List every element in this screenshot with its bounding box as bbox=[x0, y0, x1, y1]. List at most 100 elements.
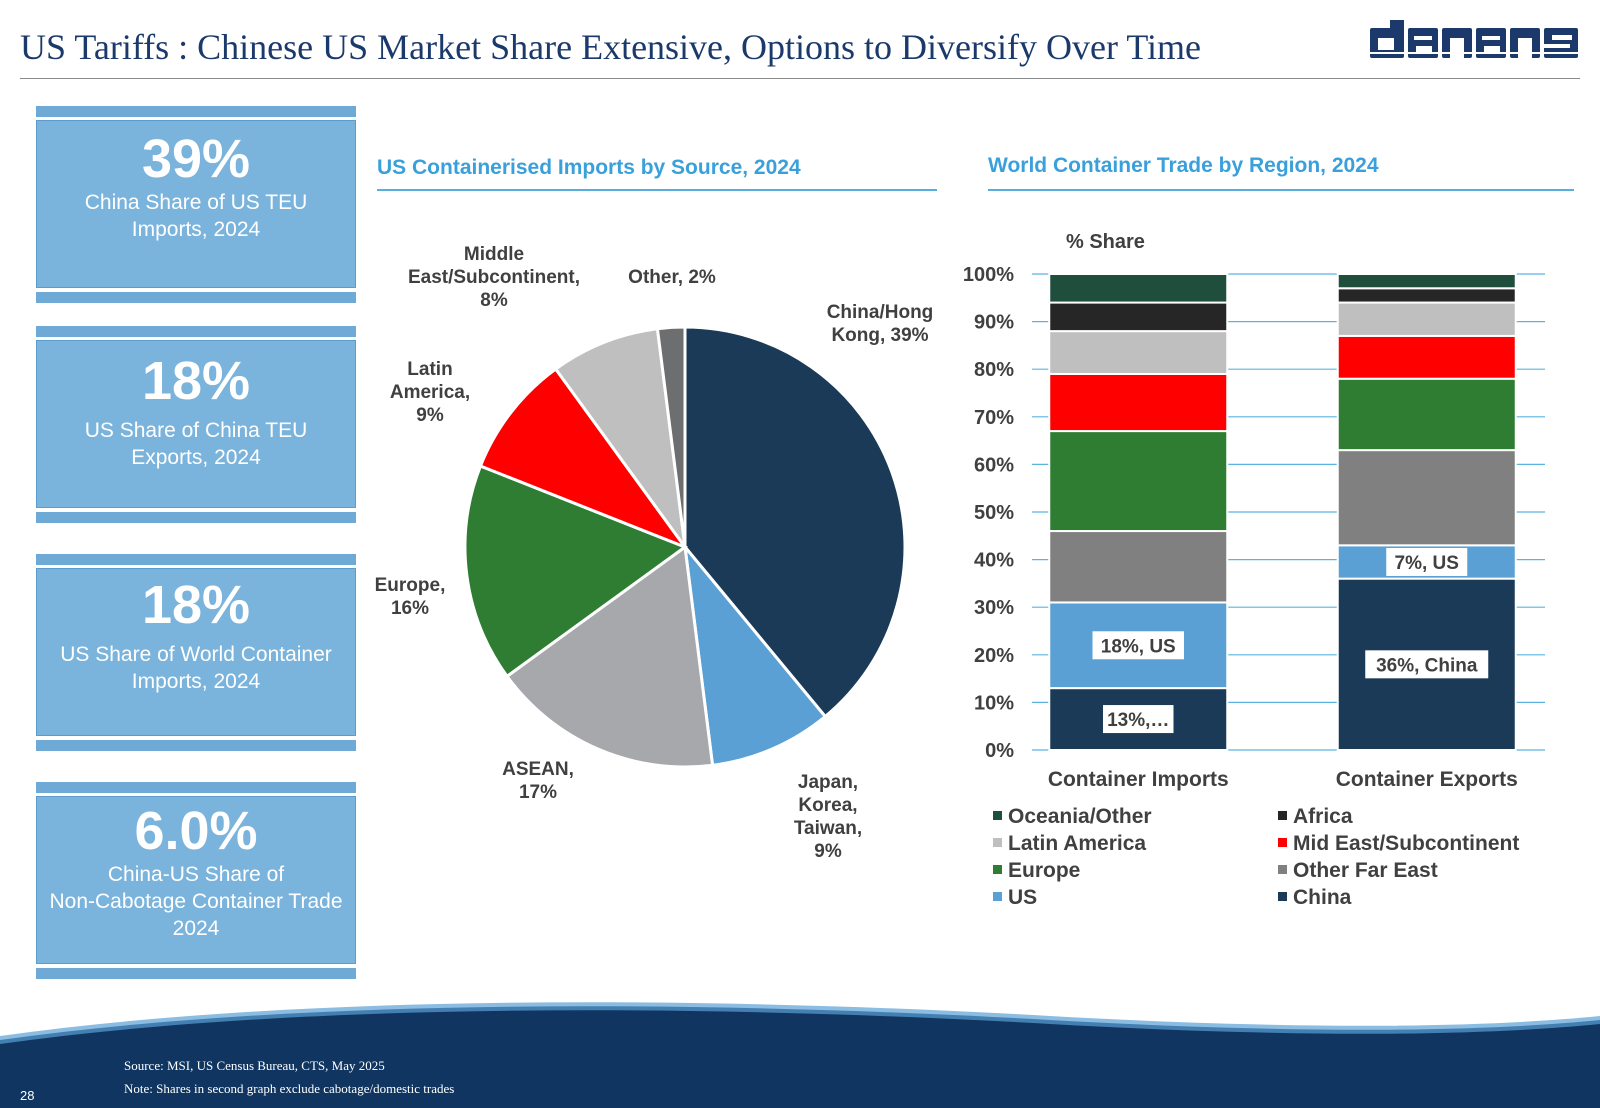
legend-swatch-china bbox=[1278, 892, 1287, 901]
legend-item-africa: Africa bbox=[1293, 805, 1353, 828]
pie-chart: China/Hong Kong, 39% Japan, Korea, Taiwan, 9%… bbox=[375, 244, 934, 862]
pie-slice-china-hong-kong bbox=[683, 325, 907, 719]
bar-chart-title: World Container Trade by Region, 2024 bbox=[988, 154, 1379, 177]
footer-wave bbox=[0, 1002, 1600, 1108]
kpi-label-line1: US Share of China TEU bbox=[84, 419, 308, 442]
footer-note: Note: Shares in second graph exclude cab… bbox=[124, 1081, 455, 1096]
bar-segment-other-far-east-container-imports bbox=[1048, 530, 1229, 604]
legend-swatch-other-far-east bbox=[1278, 865, 1287, 874]
pie-title-rule bbox=[377, 189, 937, 191]
legend-swatch-oceania-other bbox=[993, 811, 1002, 820]
bar-segment-europe-container-exports bbox=[1336, 377, 1517, 452]
pie-label-other: Other, 2% bbox=[628, 267, 716, 288]
y-tick-label: 70% bbox=[974, 407, 1014, 429]
data-label-us-container-imports: 18%, US bbox=[1101, 636, 1176, 657]
kpi-bottom-bar bbox=[36, 512, 356, 523]
kpi-label-line2: Imports, 2024 bbox=[131, 218, 261, 241]
pie-slice-japan-korea-taiwan bbox=[682, 542, 828, 767]
legend-item-latin-america: Latin America bbox=[1008, 832, 1146, 855]
bar-segment-europe-container-imports bbox=[1048, 430, 1229, 533]
pie-slice-europe bbox=[463, 464, 689, 679]
kpi-bottom-bar bbox=[36, 292, 356, 303]
y-tick-label: 30% bbox=[974, 597, 1014, 619]
kpi-label-line2: Imports, 2024 bbox=[131, 670, 261, 693]
data-label-china-container-imports: 13%,… bbox=[1107, 710, 1169, 731]
legend-item-europe: Europe bbox=[1008, 859, 1080, 882]
pie-label-asean: ASEAN, 17% bbox=[502, 759, 574, 803]
legend-item-oceania-other: Oceania/Other bbox=[1008, 805, 1152, 828]
x-category-label-container-exports: Container Exports bbox=[1336, 768, 1518, 791]
data-label-us-container-exports: 7%, US bbox=[1395, 553, 1459, 574]
page-number: 28 bbox=[20, 1088, 35, 1103]
bar-segment-latin-america-container-imports bbox=[1048, 330, 1229, 375]
kpi-box: 18% US Share of China TEU Exports, 2024 bbox=[36, 340, 356, 508]
kpi-bottom-bar bbox=[36, 968, 356, 979]
kpi-top-bar bbox=[36, 106, 356, 117]
kpi-value: 6.0% bbox=[134, 801, 258, 861]
stacked-bar-chart: % Share 0% 10% 20% 30% 40% 50% 60% 70% 80% 90% 100%… bbox=[963, 231, 1545, 909]
legend-swatch-mid-east-subcontinent bbox=[1278, 838, 1287, 847]
data-label-box bbox=[1092, 631, 1184, 660]
bar-segment-other-far-east-container-exports bbox=[1336, 449, 1517, 547]
bar-title-rule bbox=[988, 189, 1574, 191]
kpi-label-line1: US Share of World Container bbox=[60, 643, 332, 666]
kpi-label-line2: Exports, 2024 bbox=[131, 446, 261, 469]
pie-label-china-hong-kong: China/Hong Kong, 39% bbox=[827, 302, 934, 346]
y-tick-label: 20% bbox=[974, 645, 1014, 667]
y-tick-label: 100% bbox=[963, 264, 1014, 286]
bar-segment-mid-east-subcontinent-container-exports bbox=[1336, 334, 1517, 380]
data-label-box bbox=[1365, 650, 1489, 679]
bar-segment-mid-east-subcontinent-container-imports bbox=[1048, 372, 1229, 433]
kpi-box: 6.0% China-US Share of Non-Cabotage Cont… bbox=[36, 796, 356, 964]
kpi-top-bar bbox=[36, 782, 356, 793]
x-category-label-container-imports: Container Imports bbox=[1048, 768, 1229, 791]
bar-segment-oceania-other-container-imports bbox=[1048, 273, 1229, 304]
kpi-box: 39% China Share of US TEU Imports, 2024 bbox=[36, 120, 356, 288]
legend-item-china: China bbox=[1293, 886, 1352, 909]
pie-label-middle-east-subcontinent: Middle East/Subcontinent, 8% bbox=[408, 244, 580, 311]
bar-segment-latin-america-container-exports bbox=[1336, 301, 1517, 337]
bar-segment-oceania-other-container-exports bbox=[1336, 273, 1517, 290]
legend-item-other-far-east: Other Far East bbox=[1293, 859, 1438, 882]
kpi-box: 18% US Share of World Container Imports,… bbox=[36, 568, 356, 736]
kpi-value: 39% bbox=[141, 129, 251, 189]
page-title: US Tariffs : Chinese US Market Share Ext… bbox=[20, 27, 1202, 67]
y-tick-label: 80% bbox=[974, 359, 1014, 381]
y-tick-label: 0% bbox=[985, 740, 1014, 762]
bar-segment-africa-container-exports bbox=[1336, 287, 1517, 304]
data-label-box bbox=[1103, 705, 1174, 734]
y-tick-label: 60% bbox=[974, 454, 1014, 476]
legend-swatch-europe bbox=[993, 865, 1002, 874]
footer-source: Source: MSI, US Census Bureau, CTS, May … bbox=[124, 1058, 385, 1073]
y-tick-label: 90% bbox=[974, 312, 1014, 334]
kpi-label-line1: China-US Share of bbox=[107, 863, 285, 886]
legend-item-us: US bbox=[1008, 886, 1037, 909]
pie-label-europe: Europe, 16% bbox=[375, 575, 446, 619]
pie-slice-latin-america bbox=[478, 366, 690, 551]
legend-swatch-latin-america bbox=[993, 838, 1002, 847]
pie-slice-asean bbox=[504, 544, 715, 769]
kpi-label-line3: 2024 bbox=[172, 917, 220, 940]
y-tick-label: 50% bbox=[974, 502, 1014, 524]
kpi-top-bar bbox=[36, 326, 356, 337]
y-tick-label: 40% bbox=[974, 550, 1014, 572]
legend-item-mid-east-subcontinent: Mid East/Subcontinent bbox=[1293, 832, 1519, 855]
kpi-top-bar bbox=[36, 554, 356, 565]
y-axis-title: % Share bbox=[1066, 231, 1145, 253]
legend-swatch-africa bbox=[1278, 811, 1287, 820]
data-label-china-container-exports: 36%, China bbox=[1376, 655, 1478, 676]
title-divider bbox=[20, 78, 1580, 79]
legend-swatch-us bbox=[993, 892, 1002, 901]
pie-slice-other bbox=[655, 325, 687, 548]
pie-slice-middle-east-subcontinent bbox=[553, 327, 687, 548]
y-tick-label: 10% bbox=[974, 692, 1014, 714]
pie-chart-title: US Containerised Imports by Source, 2024 bbox=[377, 156, 801, 179]
kpi-value: 18% bbox=[141, 351, 251, 411]
pie-label-japan-korea-taiwan: Japan, Korea, Taiwan, 9% bbox=[794, 772, 862, 862]
kpi-bottom-bar bbox=[36, 740, 356, 751]
danaos-logo: danaos bbox=[1370, 20, 1578, 69]
logo-text: danaos bbox=[1473, 67, 1477, 69]
pie-label-latin-america: Latin America, 9% bbox=[390, 359, 470, 426]
kpi-label-line1: China Share of US TEU bbox=[84, 191, 308, 214]
bar-segment-africa-container-imports bbox=[1048, 301, 1229, 333]
